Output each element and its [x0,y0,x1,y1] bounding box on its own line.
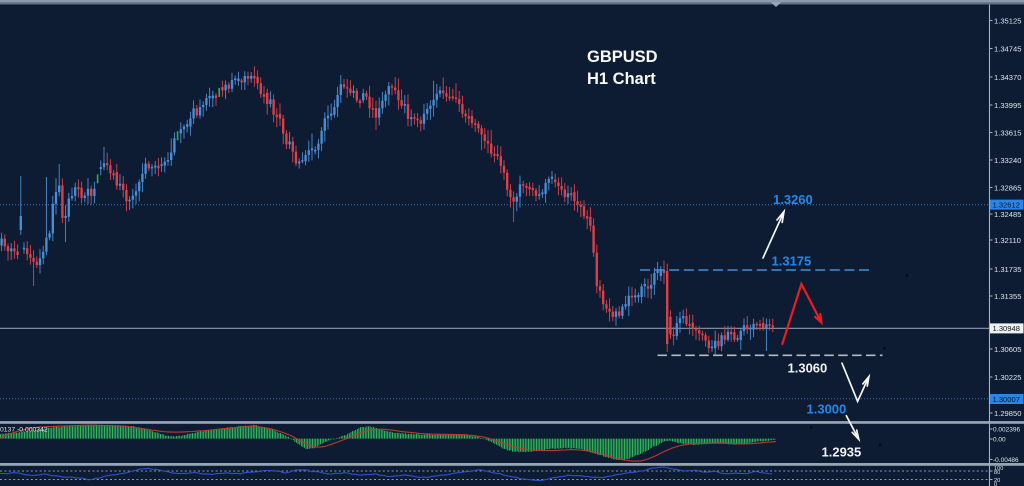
svg-text:0.002396: 0.002396 [993,427,1020,434]
svg-text:1.34370: 1.34370 [994,73,1021,82]
svg-text:0137 -0.000342: 0137 -0.000342 [0,427,48,434]
svg-text:GBPUSD: GBPUSD [587,48,658,66]
svg-text:1.3260: 1.3260 [773,192,813,207]
svg-text:H1 Chart: H1 Chart [587,70,656,88]
svg-text:1.33240: 1.33240 [994,156,1021,165]
svg-text:1.3060: 1.3060 [788,361,828,376]
svg-text:1.30605: 1.30605 [994,345,1021,354]
svg-text:1.3175: 1.3175 [772,254,812,269]
svg-text:1.29850: 1.29850 [994,409,1021,418]
svg-text:-0.00486: -0.00486 [993,457,1019,464]
svg-text:100: 100 [994,466,1003,472]
svg-text:1.33995: 1.33995 [994,101,1021,110]
svg-text:80: 80 [994,470,1000,476]
svg-text:1.31355: 1.31355 [994,292,1021,301]
svg-text:1.32485: 1.32485 [994,210,1021,219]
svg-text:1.3000: 1.3000 [807,402,847,417]
svg-text:1.32865: 1.32865 [994,183,1021,192]
svg-text:1.32110: 1.32110 [994,236,1021,245]
svg-text:1.2935: 1.2935 [822,445,862,460]
svg-text:1.30007: 1.30007 [993,395,1020,404]
svg-text:1.31735: 1.31735 [994,265,1021,274]
svg-text:1.34745: 1.34745 [994,44,1021,53]
svg-text:0: 0 [994,482,997,486]
svg-text:1.30948: 1.30948 [993,324,1020,333]
svg-text:1.33615: 1.33615 [994,128,1021,137]
svg-text:1.35125: 1.35125 [994,16,1021,25]
svg-text:1.32612: 1.32612 [993,200,1020,209]
svg-text:20: 20 [994,478,1000,484]
svg-text:0.00: 0.00 [993,437,1006,444]
svg-text:1.30225: 1.30225 [994,373,1021,382]
